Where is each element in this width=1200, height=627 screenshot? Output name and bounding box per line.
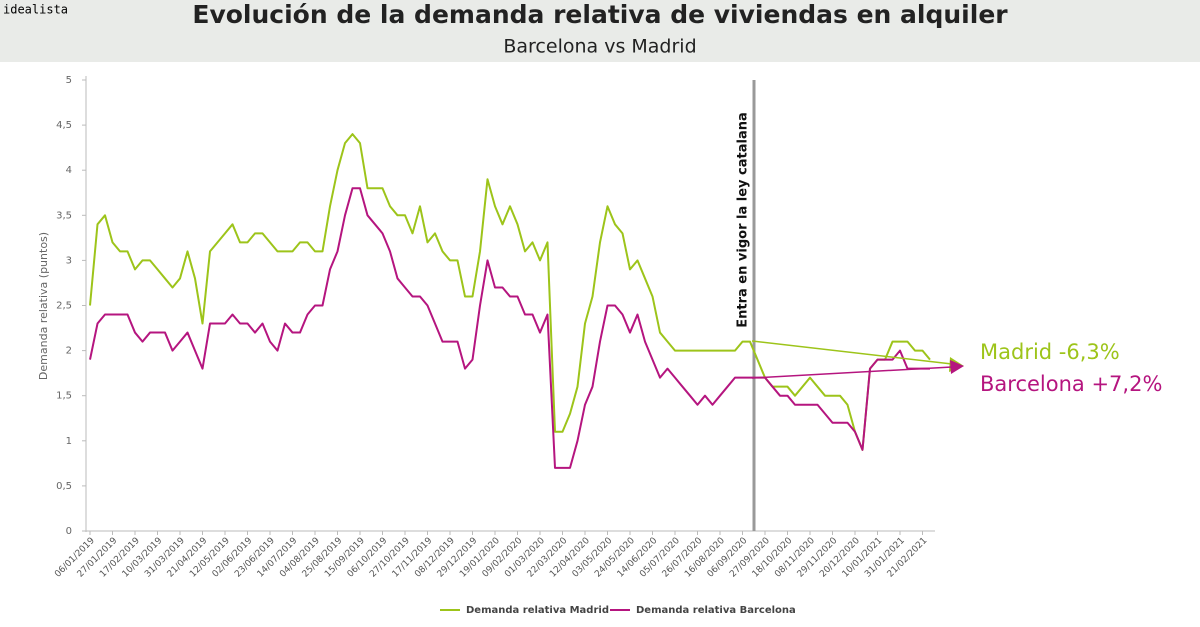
y-axis-label: Demanda relativa (puntos) bbox=[37, 232, 50, 380]
y-tick-label: 4 bbox=[66, 165, 72, 176]
legend-label: Demanda relativa Barcelona bbox=[636, 605, 796, 616]
y-tick-label: 5 bbox=[66, 75, 72, 86]
y-tick-label: 4,5 bbox=[56, 120, 72, 131]
legend-label: Demanda relativa Madrid bbox=[466, 605, 609, 616]
arrow-barcelona bbox=[751, 366, 953, 379]
madrid-annotation: Madrid -6,3% bbox=[980, 340, 1120, 364]
brand: idealista bbox=[3, 3, 68, 17]
arrow-madrid bbox=[751, 340, 953, 365]
header-band bbox=[0, 0, 1200, 62]
chart-title: Evolución de la demanda relativa de vivi… bbox=[192, 0, 1008, 29]
y-tick-label: 0,5 bbox=[56, 481, 72, 492]
y-tick-label: 0 bbox=[66, 526, 72, 537]
series-line bbox=[89, 133, 931, 451]
y-tick-label: 3,5 bbox=[56, 210, 72, 221]
y-tick-label: 1 bbox=[66, 436, 72, 447]
y-tick-label: 2 bbox=[66, 346, 72, 357]
y-tick-label: 2,5 bbox=[56, 301, 72, 312]
barcelona-annotation: Barcelona +7,2% bbox=[980, 372, 1162, 396]
arrowhead-barcelona bbox=[950, 360, 964, 374]
y-tick-label: 1,5 bbox=[56, 391, 72, 402]
event-label: Entra en vigor la ley catalana bbox=[736, 112, 751, 328]
chart-subtitle: Barcelona vs Madrid bbox=[503, 36, 696, 58]
y-tick-label: 3 bbox=[66, 255, 72, 266]
plot: 00,511,522,533,544,5506/01/201927/01/201… bbox=[53, 75, 931, 616]
series-line bbox=[89, 187, 930, 469]
